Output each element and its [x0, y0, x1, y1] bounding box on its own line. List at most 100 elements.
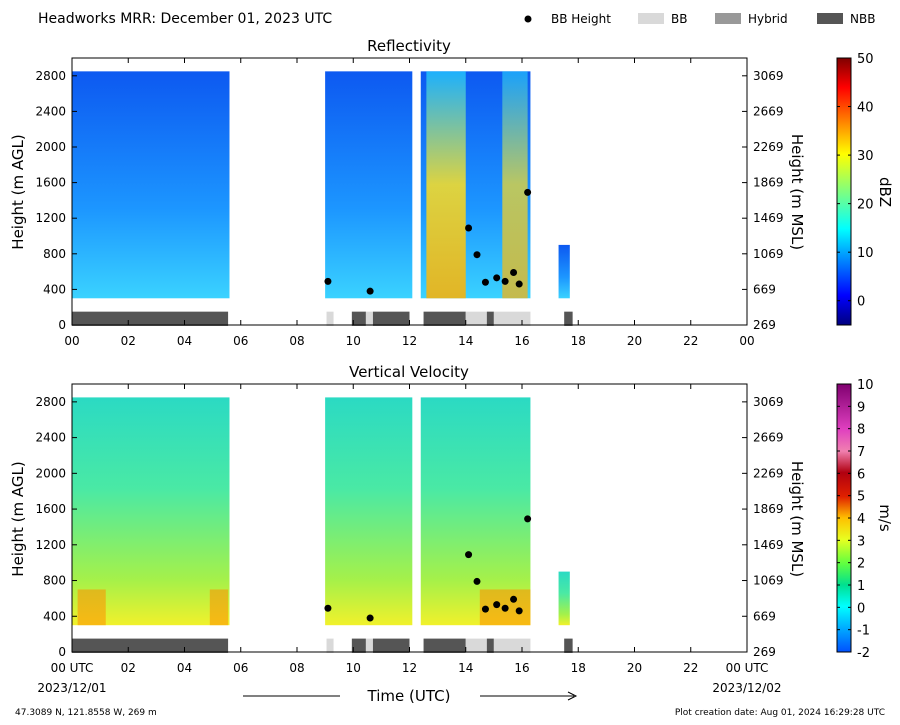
bb-type-bar — [365, 638, 373, 653]
y-tick-right-label: 269 — [753, 318, 776, 332]
bb-height-point — [465, 551, 473, 559]
echo-region-updraft — [209, 589, 229, 626]
y-tick-label: 400 — [43, 609, 66, 623]
y-tick-right-label: 2269 — [753, 140, 784, 154]
x-tick-label: 02 — [121, 334, 136, 348]
y-tick-right-label: 1869 — [753, 502, 784, 516]
colorbar-tick-label: 0 — [857, 601, 865, 616]
y-tick-label: 2000 — [35, 140, 66, 154]
x-tick-label: 02 — [121, 661, 136, 675]
colorbar-tick-label: 3 — [857, 534, 865, 549]
y-tick-label: 1200 — [35, 211, 66, 225]
bb-type-bar — [372, 638, 410, 653]
colorbar-tick-label: 1 — [857, 579, 865, 594]
echo-region — [325, 71, 413, 299]
bb-type-bar — [465, 638, 487, 653]
colorbar-tick-label: 0 — [857, 295, 865, 310]
x-tick-label: 20 — [627, 334, 642, 348]
bb-height-point — [324, 604, 332, 612]
velocity-ylabel-right: Height (m MSL) — [788, 461, 806, 577]
colorbar-tick-label: 10 — [857, 378, 874, 393]
bb-height-point — [524, 515, 532, 523]
x-tick-label: 12 — [402, 661, 417, 675]
colorbar-tick-label: -1 — [857, 624, 870, 639]
x-tick-label: 10 — [346, 334, 361, 348]
legend-label: NBB — [850, 12, 875, 26]
colorbar-tick-label: -2 — [857, 646, 870, 661]
creation-note: Plot creation date: Aug 01, 2024 16:29:2… — [675, 708, 885, 718]
bb-height-point — [481, 605, 489, 613]
colorbar-tick-label: 6 — [857, 467, 865, 482]
bb-height-point — [501, 277, 509, 285]
bb-type-bar — [351, 638, 366, 653]
echo-region — [558, 244, 570, 299]
colorbar-tick-label: 5 — [857, 490, 865, 505]
x-tick-label: 00 UTC — [51, 661, 94, 675]
x-tick-label: 16 — [514, 661, 529, 675]
colorbar-gradient — [836, 57, 852, 326]
y-tick-right-label: 3069 — [753, 69, 784, 83]
bb-type-bar — [326, 638, 334, 653]
legend-label: BB — [671, 12, 687, 26]
y-tick-label: 2400 — [35, 104, 66, 118]
bb-type-bar — [326, 311, 334, 326]
y-tick-right-label: 1469 — [753, 211, 784, 225]
x-tick-label: 08 — [289, 334, 304, 348]
bb-type-bar — [564, 311, 573, 326]
bb-type-bar — [486, 638, 494, 653]
x-tick-label: 20 — [627, 661, 642, 675]
bb-height-point — [473, 251, 481, 259]
bb-height-point — [493, 274, 501, 282]
y-tick-label: 0 — [58, 645, 66, 659]
x-tick-label: 06 — [233, 661, 248, 675]
echo-region — [325, 397, 413, 626]
velocity-colorbar: -2 -1 0 1 2 3 4 5 6 7 8 9 10 — [836, 378, 874, 661]
echo-region — [72, 397, 230, 626]
bb-type-bar — [72, 638, 229, 653]
echo-region — [72, 71, 230, 299]
y-tick-right-label: 269 — [753, 645, 776, 659]
y-tick-right-label: 669 — [753, 282, 776, 296]
x-tick-label: 14 — [458, 661, 473, 675]
y-tick-label: 0 — [58, 318, 66, 332]
bb-type-bar — [423, 638, 466, 653]
echo-region-high — [502, 71, 528, 299]
bb-height-point — [324, 277, 332, 285]
reflectivity-panel: 0400800120016002000240028002696691069146… — [35, 57, 784, 348]
echo-region-high — [426, 71, 466, 299]
bb-type-bar — [486, 311, 494, 326]
bb-type-bar — [493, 311, 531, 326]
legend-swatch-bb — [638, 13, 664, 24]
bb-height-point — [366, 614, 374, 622]
y-tick-right-label: 2269 — [753, 466, 784, 480]
location-note: 47.3089 N, 121.8558 W, 269 m — [15, 708, 157, 718]
bb-type-bar — [72, 311, 229, 326]
echo-region — [558, 571, 570, 626]
x-tick-label: 04 — [177, 661, 192, 675]
x-tick-label: 22 — [683, 334, 698, 348]
y-tick-label: 2400 — [35, 431, 66, 445]
echo-region — [420, 397, 531, 626]
bb-type-bar — [564, 638, 573, 653]
reflectivity-colorbar-label: dBZ — [876, 177, 894, 207]
reflectivity-ylabel: Height (m AGL) — [9, 134, 27, 249]
colorbar-tick-label: 40 — [857, 101, 874, 116]
velocity-colorbar-label: m/s — [876, 504, 894, 532]
x-tick-label: 00 — [64, 334, 79, 348]
x-tick-label: 16 — [514, 334, 529, 348]
bb-type-bar — [465, 311, 487, 326]
y-tick-label: 1600 — [35, 502, 66, 516]
x-tick-label: 04 — [177, 334, 192, 348]
reflectivity-ylabel-right: Height (m MSL) — [788, 134, 806, 250]
y-tick-label: 800 — [43, 574, 66, 588]
start-date: 2023/12/01 — [37, 681, 106, 695]
legend-label: Hybrid — [748, 12, 788, 26]
colorbar-tick-label: 50 — [857, 52, 874, 67]
reflectivity-title: Reflectivity — [367, 37, 451, 55]
bb-height-point — [510, 595, 518, 603]
bb-type-bar — [372, 311, 410, 326]
legend-marker-bb-height — [524, 15, 532, 23]
y-tick-right-label: 2669 — [753, 431, 784, 445]
legend-label: BB Height — [551, 12, 611, 26]
